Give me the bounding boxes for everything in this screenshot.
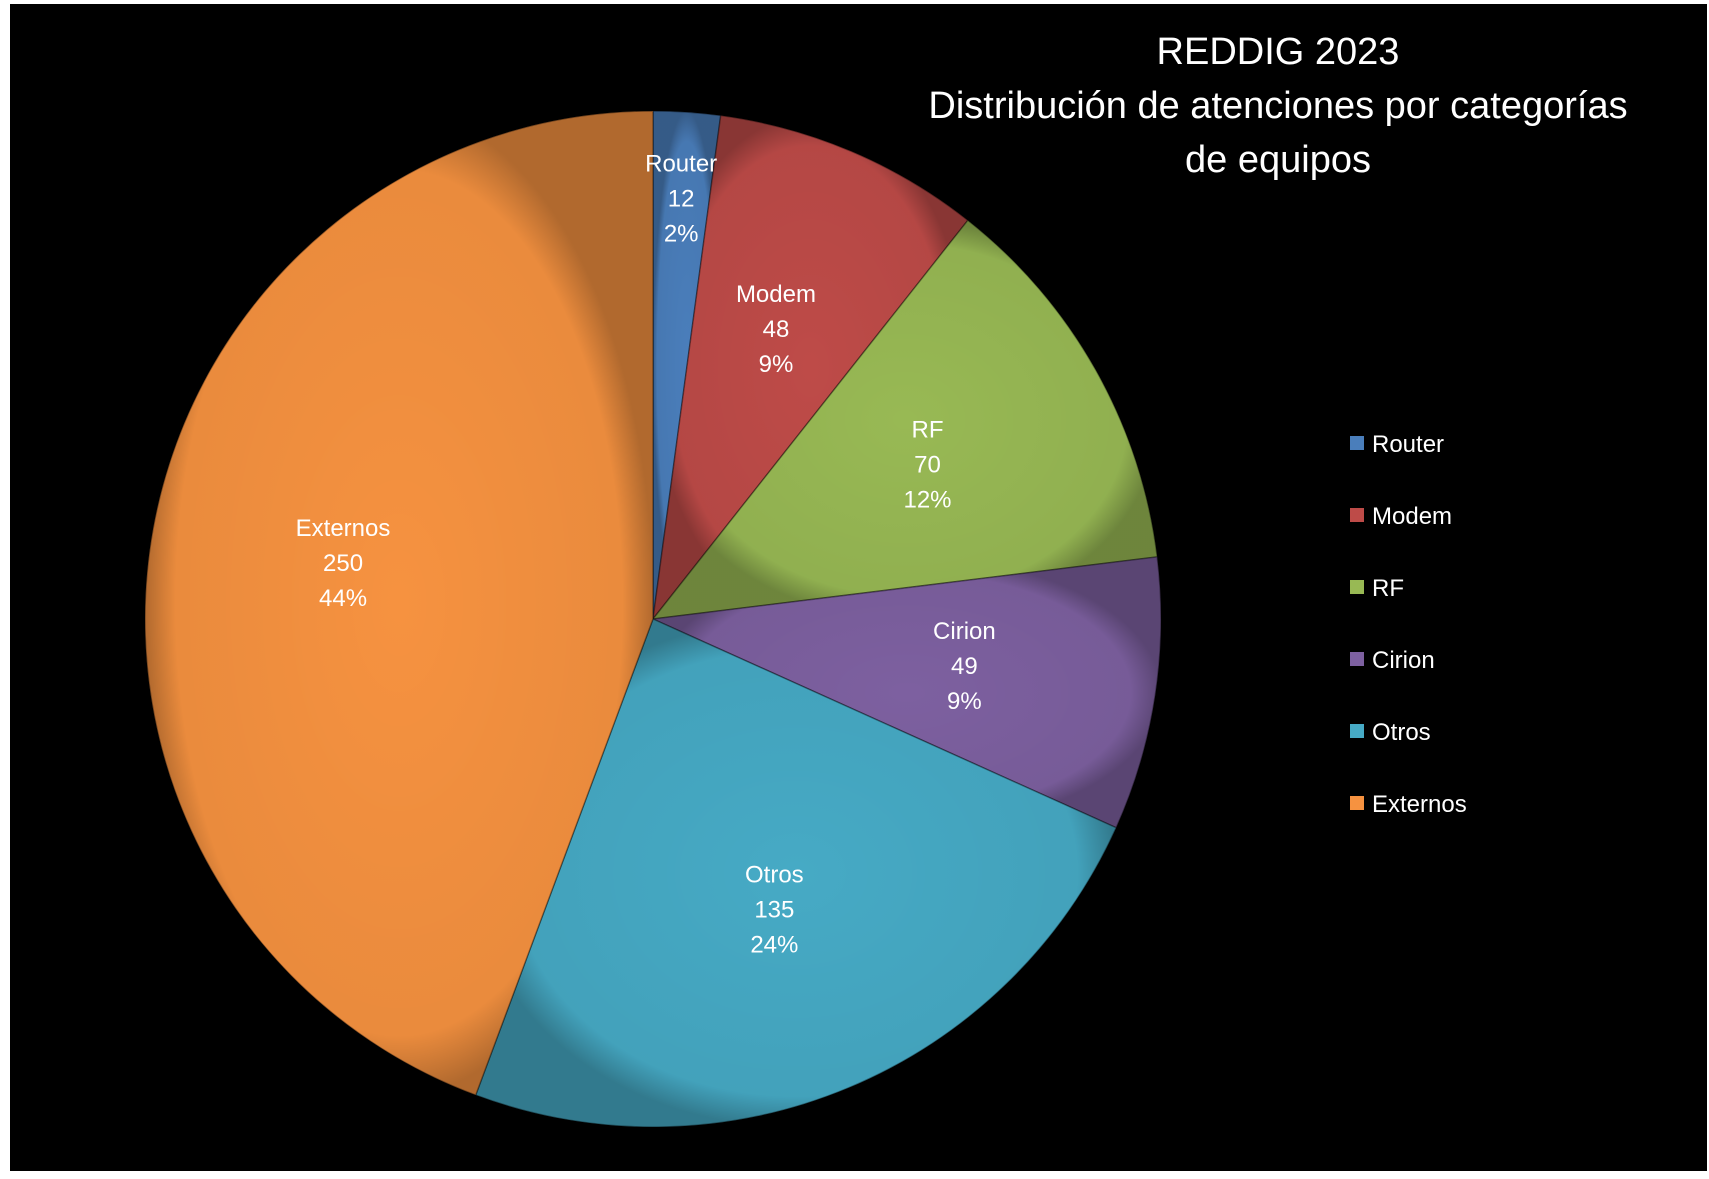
pie-slice-shade-rf — [653, 220, 1158, 620]
slice-label-percent: 12% — [903, 487, 951, 514]
slice-label-name: Modem — [736, 281, 816, 308]
legend-swatch-externos — [1350, 796, 1364, 810]
slice-label-rf: RF 70 12% — [903, 417, 951, 514]
slice-label-name: Router — [645, 150, 717, 177]
slice-label-value: 70 — [914, 452, 941, 479]
slice-label-modem: Modem 48 9% — [736, 281, 816, 378]
legend-swatch-cirion — [1350, 652, 1364, 666]
slice-label-value: 49 — [951, 653, 978, 680]
pie-chart: REDDIG 2023 Distribución de atenciones p… — [144, 31, 1628, 1128]
slice-label-externos: Externos 250 44% — [296, 515, 391, 612]
slice-label-percent: 2% — [664, 220, 699, 247]
pie-slices — [144, 110, 1162, 1128]
pie-slice-shade-externos — [144, 111, 654, 1096]
legend-label-rf: RF — [1372, 575, 1404, 602]
legend-label-externos: Externos — [1372, 791, 1467, 818]
legend-swatch-rf — [1350, 580, 1364, 594]
chart-area: REDDIG 2023 Distribución de atenciones p… — [10, 4, 1707, 1171]
slice-label-value: 48 — [763, 316, 790, 343]
legend-label-modem: Modem — [1372, 503, 1452, 530]
legend-label-cirion: Cirion — [1372, 647, 1435, 674]
legend-label-router: Router — [1372, 431, 1444, 458]
slice-label-value: 250 — [323, 550, 363, 577]
slice-labels: Router 12 2% Modem 48 9% RF 70 12% Cirion 49 9% Otro… — [296, 150, 996, 958]
slice-label-percent: 9% — [947, 688, 982, 715]
slice-label-value: 135 — [754, 897, 794, 924]
slice-label-value: 12 — [668, 185, 695, 212]
pie-slice-shade-modem — [653, 115, 968, 619]
slice-label-cirion: Cirion 49 9% — [933, 618, 996, 715]
chart-title-line-1: REDDIG 2023 — [1157, 31, 1400, 73]
slice-label-percent: 24% — [750, 932, 798, 959]
slice-label-otros: Otros 135 24% — [745, 862, 804, 959]
slice-label-percent: 9% — [759, 351, 794, 378]
slice-label-name: Externos — [296, 515, 391, 542]
legend-swatch-router — [1350, 436, 1364, 450]
slice-label-router: Router 12 2% — [645, 150, 717, 247]
chart-title-line-3: de equipos — [1185, 139, 1371, 181]
slice-label-percent: 44% — [319, 585, 367, 612]
legend-swatch-otros — [1350, 724, 1364, 738]
pie-slice-shade-otros — [475, 619, 1117, 1127]
slice-label-name: Cirion — [933, 618, 996, 645]
slice-label-name: RF — [912, 417, 944, 444]
pie-slice-shade-router — [653, 111, 721, 619]
legend: Router Modem RF Cirion Otros Externos — [1350, 431, 1467, 818]
chart-title-line-2: Distribución de atenciones por categoría… — [928, 85, 1627, 127]
pie-slice-shade-cirion — [653, 556, 1161, 828]
legend-label-otros: Otros — [1372, 719, 1431, 746]
chart-title: REDDIG 2023 Distribución de atenciones p… — [928, 31, 1627, 181]
legend-swatch-modem — [1350, 508, 1364, 522]
slice-label-name: Otros — [745, 862, 804, 889]
